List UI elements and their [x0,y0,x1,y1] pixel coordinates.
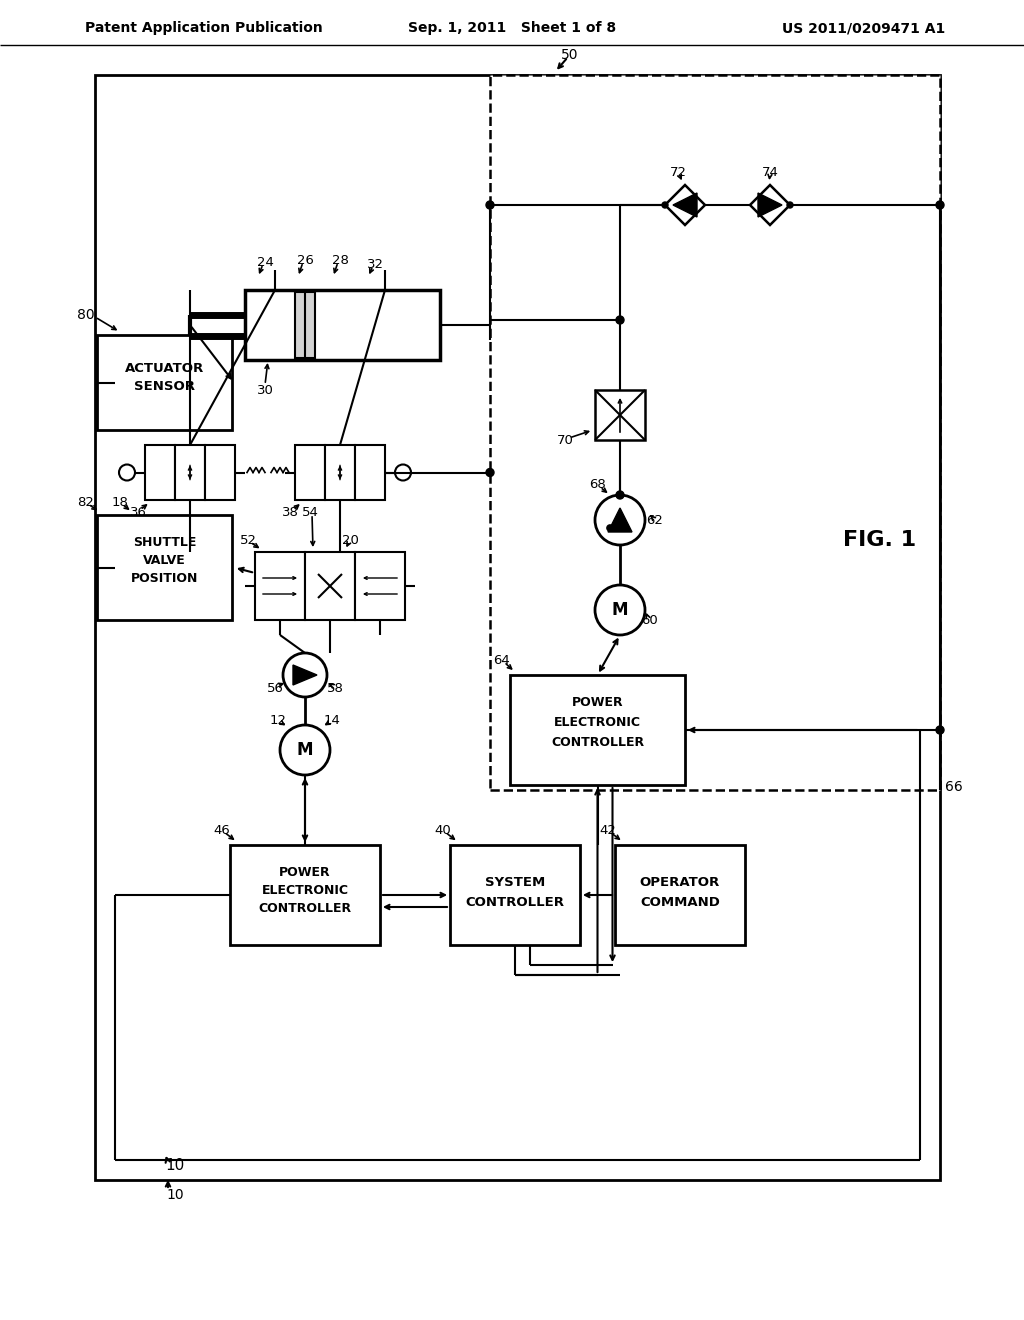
Text: 18: 18 [112,495,128,508]
Text: ELECTRONIC: ELECTRONIC [554,717,641,730]
Text: VALVE: VALVE [143,553,186,566]
Text: 28: 28 [332,253,348,267]
Polygon shape [673,193,697,216]
Text: 62: 62 [646,513,664,527]
Text: 54: 54 [301,506,318,519]
Polygon shape [608,508,632,532]
Text: Sep. 1, 2011   Sheet 1 of 8: Sep. 1, 2011 Sheet 1 of 8 [408,21,616,36]
Bar [305,552,355,620]
Bar [255,552,305,620]
Text: ACTUATOR: ACTUATOR [125,362,204,375]
Bar [97,515,232,620]
Circle shape [787,202,793,209]
Text: 80: 80 [77,308,95,322]
Text: CONTROLLER: CONTROLLER [551,737,644,750]
Text: 38: 38 [282,506,298,519]
Text: 10: 10 [165,1158,184,1172]
Text: 12: 12 [269,714,287,726]
Bar [355,552,406,620]
Text: 56: 56 [266,681,284,694]
Text: 52: 52 [240,533,256,546]
Bar [325,445,355,500]
Text: 70: 70 [557,433,573,446]
Text: 42: 42 [600,824,616,837]
Text: Patent Application Publication: Patent Application Publication [85,21,323,36]
Text: CONTROLLER: CONTROLLER [258,903,351,916]
Polygon shape [293,665,317,685]
Text: 72: 72 [670,165,686,178]
Text: OPERATOR: OPERATOR [640,876,720,890]
Bar [205,445,234,500]
Bar [295,292,315,358]
Text: 50: 50 [561,48,579,62]
Text: 14: 14 [324,714,340,726]
Text: 46: 46 [214,824,230,837]
Text: POWER: POWER [280,866,331,879]
Polygon shape [665,185,705,224]
Bar [95,75,940,1180]
Text: US 2011/0209471 A1: US 2011/0209471 A1 [781,21,945,36]
Circle shape [936,726,944,734]
Bar [510,675,685,785]
Circle shape [486,469,494,477]
Bar [295,445,325,500]
Text: FIG. 1: FIG. 1 [844,531,916,550]
Circle shape [616,491,624,499]
Text: POSITION: POSITION [131,572,199,585]
Text: CONTROLLER: CONTROLLER [466,896,564,909]
Text: COMMAND: COMMAND [640,896,720,909]
Circle shape [595,495,645,545]
Polygon shape [750,185,790,224]
Text: 32: 32 [367,257,384,271]
Circle shape [280,725,330,775]
Bar [145,445,175,500]
Text: 64: 64 [494,653,510,667]
Circle shape [607,525,613,531]
Bar [450,845,580,945]
Polygon shape [758,193,782,216]
Circle shape [616,315,624,323]
Text: POWER: POWER [571,697,624,710]
Circle shape [595,585,645,635]
Text: 82: 82 [78,495,94,508]
Bar [245,290,440,360]
Text: SENSOR: SENSOR [134,380,195,392]
Text: 20: 20 [342,533,358,546]
Text: 74: 74 [762,165,778,178]
Circle shape [395,465,411,480]
Text: 68: 68 [590,479,606,491]
Text: 30: 30 [257,384,273,396]
Circle shape [936,201,944,209]
Text: 66: 66 [945,780,963,795]
Bar [175,445,205,500]
Bar [97,335,232,430]
Bar [615,845,745,945]
Text: SHUTTLE: SHUTTLE [133,536,197,549]
Bar [230,845,380,945]
Text: 26: 26 [297,253,313,267]
Circle shape [486,201,494,209]
Text: 60: 60 [642,614,658,627]
Text: 40: 40 [434,824,452,837]
Bar [355,445,385,500]
Text: M: M [611,601,629,619]
Text: 10: 10 [166,1188,184,1203]
Circle shape [119,465,135,480]
Bar [490,75,940,789]
Circle shape [283,653,327,697]
Text: 24: 24 [257,256,273,268]
Text: M: M [297,741,313,759]
Text: 36: 36 [130,506,146,519]
Bar [595,389,645,440]
Circle shape [662,202,668,209]
Text: SYSTEM: SYSTEM [485,876,545,890]
Text: 58: 58 [327,681,343,694]
Text: ELECTRONIC: ELECTRONIC [261,884,348,898]
